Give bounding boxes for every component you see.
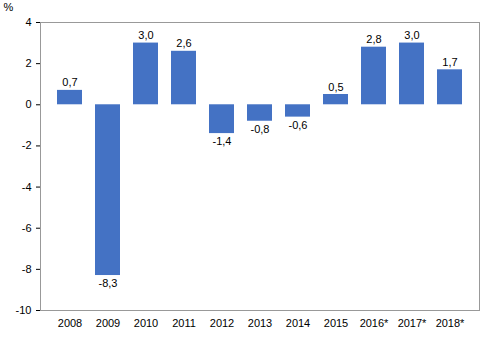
svg-text:-10: -10 (16, 304, 32, 316)
svg-text:-8,3: -8,3 (99, 277, 118, 289)
svg-text:3,0: 3,0 (404, 29, 419, 41)
svg-text:-0,6: -0,6 (289, 119, 308, 131)
svg-text:-6: -6 (22, 222, 32, 234)
svg-text:0,5: 0,5 (328, 81, 343, 93)
svg-text:3,0: 3,0 (138, 29, 153, 41)
svg-text:-8: -8 (22, 263, 32, 275)
svg-text:4: 4 (25, 16, 31, 28)
svg-text:2,6: 2,6 (176, 37, 191, 49)
svg-text:-0,8: -0,8 (251, 123, 270, 135)
svg-text:2012: 2012 (210, 317, 234, 329)
svg-text:-2: -2 (22, 139, 32, 151)
svg-text:%: % (4, 1, 14, 13)
svg-text:2011: 2011 (172, 317, 196, 329)
svg-text:2010: 2010 (134, 317, 158, 329)
svg-text:0,7: 0,7 (62, 76, 77, 88)
svg-text:-4: -4 (22, 181, 32, 193)
svg-text:2016*: 2016* (360, 317, 389, 329)
svg-text:2017*: 2017* (398, 317, 427, 329)
svg-text:2014: 2014 (286, 317, 310, 329)
svg-text:-1,4: -1,4 (213, 135, 232, 147)
svg-text:2: 2 (25, 57, 31, 69)
svg-text:2008: 2008 (58, 317, 82, 329)
svg-text:2009: 2009 (96, 317, 120, 329)
svg-text:0: 0 (25, 98, 31, 110)
svg-text:2,8: 2,8 (366, 33, 381, 45)
svg-text:2015: 2015 (324, 317, 348, 329)
svg-text:2018*: 2018* (436, 317, 465, 329)
svg-text:2013: 2013 (248, 317, 272, 329)
svg-text:1,7: 1,7 (442, 56, 457, 68)
